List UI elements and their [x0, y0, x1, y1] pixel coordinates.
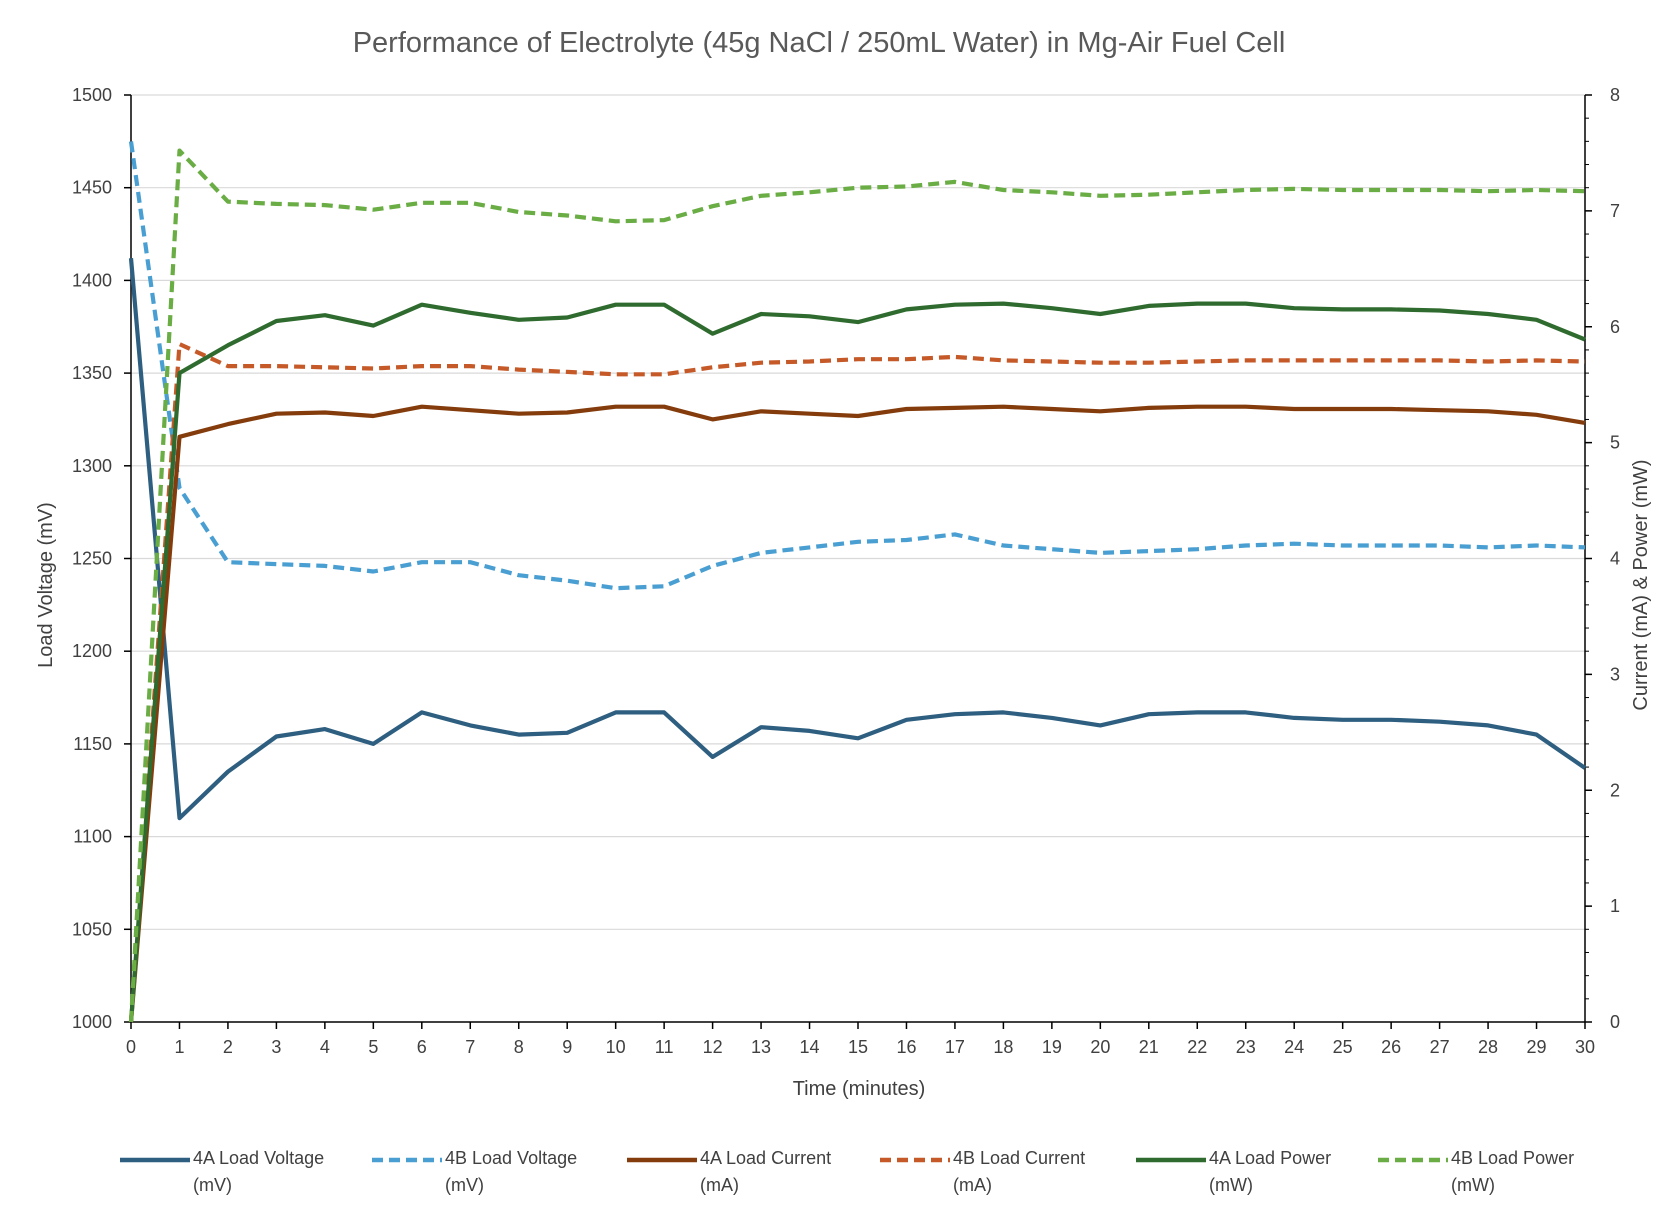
legend-item-4: 4B Load Current (mA): [880, 1148, 1085, 1195]
x-tick-label: 7: [465, 1037, 475, 1057]
x-tick-label: 13: [751, 1037, 771, 1057]
legend-item-1: 4A Load Voltage (mV): [120, 1148, 324, 1195]
y2-tick-label: 8: [1610, 85, 1620, 105]
y-tick-label: 1350: [72, 363, 112, 383]
y-tick-label: 1400: [72, 270, 112, 290]
legend-item-3: 4A Load Current (mA): [627, 1148, 831, 1195]
series-line-5: [128, 301, 1586, 1023]
series-line-6: [128, 148, 1586, 1023]
x-tick-label: 16: [896, 1037, 916, 1057]
y-tick-label: 1450: [72, 178, 112, 198]
x-tick-label: 9: [562, 1037, 572, 1057]
legend-label: (mV): [445, 1175, 484, 1195]
chart-title: Performance of Electrolyte (45g NaCl / 2…: [353, 27, 1286, 59]
legend-label: (mA): [953, 1175, 992, 1195]
x-tick-label: 25: [1333, 1037, 1353, 1057]
y2-tick-label: 7: [1610, 201, 1620, 221]
series-line-2: [128, 141, 1586, 591]
x-tick-label: 20: [1090, 1037, 1110, 1057]
legend-item-6: 4B Load Power (mW): [1378, 1148, 1574, 1195]
y2-tick-label: 6: [1610, 317, 1620, 337]
y-tick-label: 1250: [72, 549, 112, 569]
x-tick-label: 4: [320, 1037, 330, 1057]
gridlines: [131, 94, 1585, 930]
x-tick-label: 22: [1187, 1037, 1207, 1057]
x-tick-label: 8: [514, 1037, 524, 1057]
series-line-3: [128, 404, 1586, 1023]
y2-tick-label: 3: [1610, 664, 1620, 684]
y-tick-label: 1050: [72, 919, 112, 939]
y2-tick-label: 4: [1610, 549, 1620, 569]
x-tick-label: 0: [126, 1037, 136, 1057]
y-tick-label: 1100: [73, 827, 112, 847]
series-line-4: [128, 342, 1586, 1023]
x-tick-label: 2: [223, 1037, 233, 1057]
legend-label: 4A Load Voltage: [193, 1148, 324, 1168]
axes: 1000105011001150120012501300135014001450…: [72, 85, 1620, 1057]
legend-label: 4A Load Current: [700, 1148, 831, 1168]
series-lines: [128, 141, 1587, 1023]
x-tick-label: 10: [606, 1037, 626, 1057]
x-tick-label: 26: [1381, 1037, 1401, 1057]
y-tick-label: 1200: [72, 641, 112, 661]
x-tick-label: 5: [368, 1037, 378, 1057]
y2-tick-label: 2: [1610, 780, 1620, 800]
y2-tick-label: 5: [1610, 433, 1620, 453]
legend-item-2: 4B Load Voltage (mV): [372, 1148, 577, 1195]
x-tick-label: 17: [945, 1037, 965, 1057]
legend-label: 4B Load Current: [953, 1148, 1085, 1168]
legend-label: 4A Load Power: [1209, 1148, 1331, 1168]
legend: 4A Load Voltage(mV)4B Load Voltage(mV)4A…: [120, 1148, 1574, 1195]
x-tick-label: 27: [1430, 1037, 1450, 1057]
x-tick-label: 15: [848, 1037, 868, 1057]
x-tick-label: 24: [1284, 1037, 1304, 1057]
x-tick-label: 12: [703, 1037, 723, 1057]
x-tick-label: 30: [1575, 1037, 1595, 1057]
x-tick-label: 1: [174, 1037, 184, 1057]
legend-label: (mV): [193, 1175, 232, 1195]
x-tick-label: 23: [1236, 1037, 1256, 1057]
series-line-1: [128, 258, 1587, 821]
legend-item-5: 4A Load Power (mW): [1136, 1148, 1331, 1195]
y-tick-label: 1150: [73, 734, 112, 754]
legend-label: (mW): [1209, 1175, 1253, 1195]
x-tick-label: 29: [1527, 1037, 1547, 1057]
y2-tick-label: 0: [1610, 1012, 1620, 1032]
x-tick-label: 21: [1139, 1037, 1159, 1057]
x-tick-label: 18: [993, 1037, 1013, 1057]
legend-label: 4B Load Voltage: [445, 1148, 577, 1168]
x-tick-label: 3: [271, 1037, 281, 1057]
y2-tick-label: 1: [1610, 896, 1620, 916]
y-tick-label: 1300: [72, 456, 112, 476]
y2-axis-label: Current (mA) & Power (mW): [1630, 459, 1652, 710]
legend-label: (mA): [700, 1175, 739, 1195]
x-tick-label: 11: [655, 1037, 674, 1057]
y-tick-label: 1500: [72, 85, 112, 105]
x-tick-label: 14: [800, 1037, 820, 1057]
x-tick-label: 6: [417, 1037, 427, 1057]
y-tick-label: 1000: [72, 1012, 112, 1032]
y-axis-label: Load Voltage (mV): [35, 502, 57, 668]
x-tick-label: 19: [1042, 1037, 1062, 1057]
x-axis-label: Time (minutes): [793, 1078, 926, 1100]
x-tick-label: 28: [1478, 1037, 1498, 1057]
legend-label: (mW): [1451, 1175, 1495, 1195]
legend-label: 4B Load Power: [1451, 1148, 1574, 1168]
